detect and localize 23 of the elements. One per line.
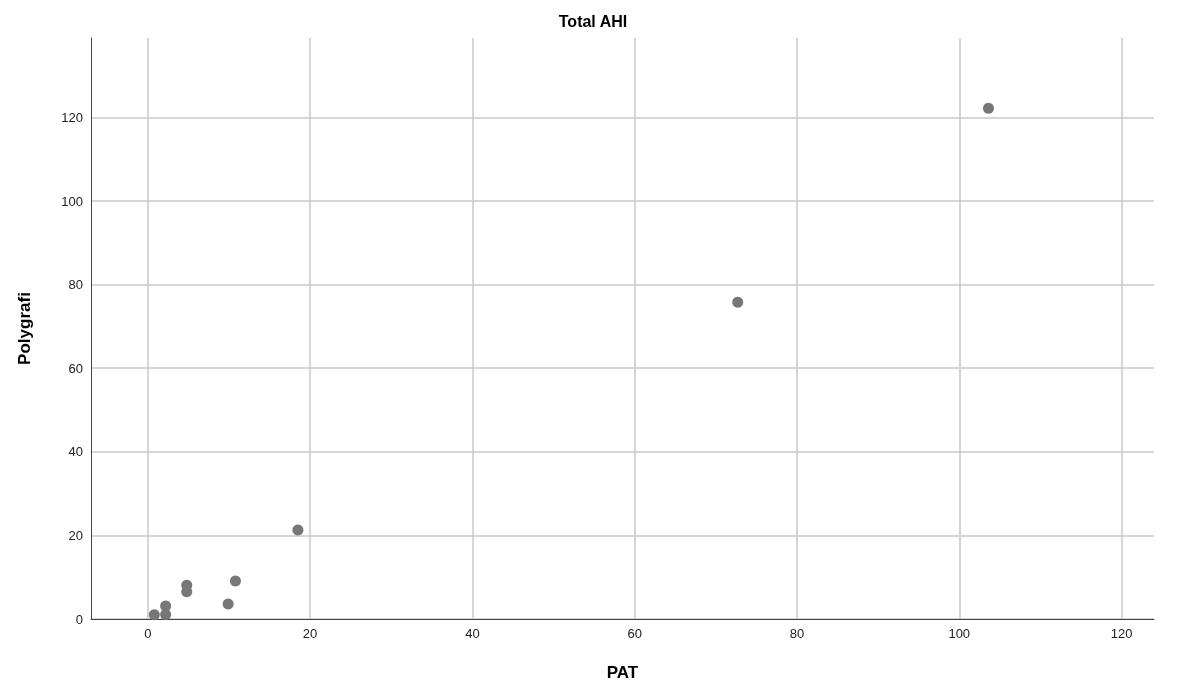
y-tick-label: 40 bbox=[68, 444, 83, 460]
x-axis-title: PAT bbox=[606, 663, 639, 682]
chart-title: Total AHI bbox=[558, 12, 628, 30]
point bbox=[982, 102, 994, 114]
x-tick-label: 120 bbox=[1110, 626, 1133, 641]
y-tick-label: 20 bbox=[68, 527, 83, 543]
x-tick-label: 80 bbox=[789, 626, 805, 641]
point bbox=[222, 598, 234, 610]
x-tick-label: 60 bbox=[627, 626, 642, 641]
y-axis-title: Polygrafi bbox=[15, 292, 34, 365]
y-tick-label: 100 bbox=[61, 193, 83, 209]
point bbox=[732, 296, 744, 308]
x-tick-label: 40 bbox=[465, 626, 480, 641]
y-tick-label: 80 bbox=[68, 277, 83, 293]
x-tick-label: 100 bbox=[948, 626, 971, 641]
point bbox=[292, 524, 304, 536]
y-tick-label: 0 bbox=[75, 611, 83, 627]
point bbox=[229, 575, 241, 587]
x-tick-label: 20 bbox=[302, 626, 318, 641]
point bbox=[148, 609, 160, 621]
x-tick-label: 0 bbox=[144, 626, 152, 641]
y-tick-label: 120 bbox=[61, 109, 83, 125]
y-tick-label: 60 bbox=[68, 360, 83, 376]
